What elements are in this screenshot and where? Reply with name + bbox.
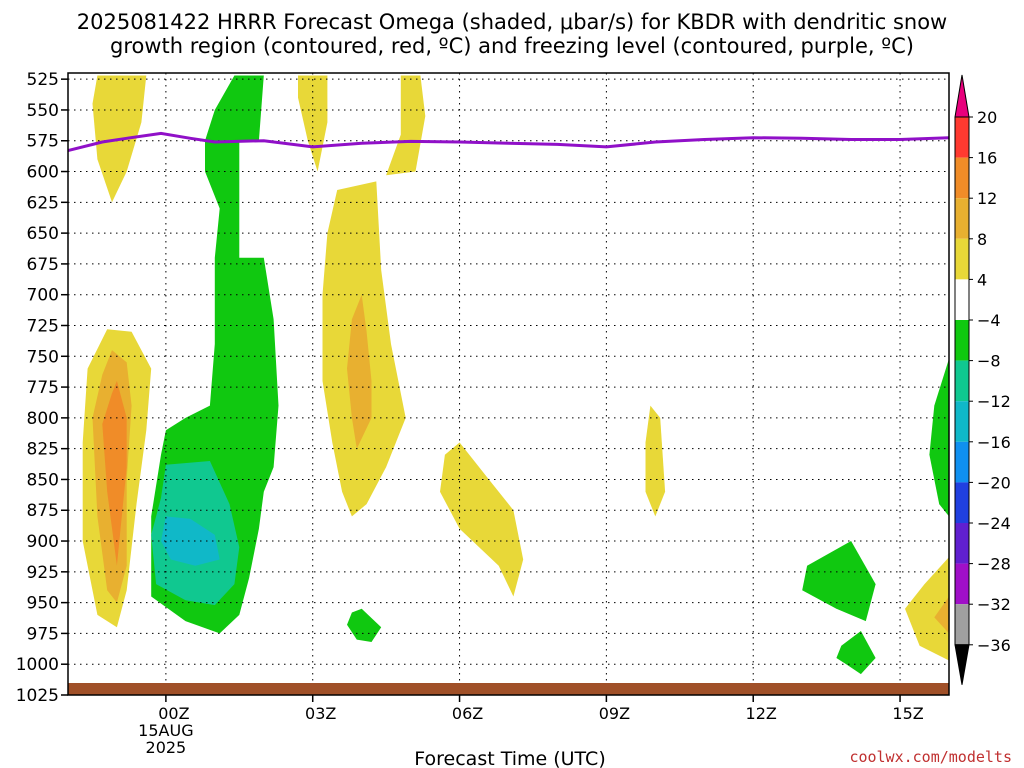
y-tick-label: 700 [27, 286, 59, 306]
y-tick-label: 800 [27, 409, 59, 429]
x-tick-label: 15Z [892, 704, 923, 723]
y-tick-label: 850 [27, 470, 59, 490]
colorbar-band [955, 401, 969, 442]
omega-region-17 [905, 557, 949, 661]
omega-region-18 [934, 596, 949, 634]
colorbar-label: −36 [977, 636, 1011, 655]
colorbar-band [955, 238, 969, 280]
x-tick-label: 03Z [305, 704, 336, 723]
y-tick-label: 650 [27, 224, 59, 244]
colorbar-band [955, 441, 969, 483]
x-tick-label: 09Z [599, 704, 630, 723]
colorbar-label: −28 [977, 555, 1011, 574]
y-tick-label: 925 [27, 563, 59, 583]
colorbar-band [955, 279, 969, 320]
colorbar-band [955, 360, 969, 402]
colorbar-band [955, 157, 969, 199]
colorbar-label: −32 [977, 595, 1011, 614]
colorbar-label: −8 [977, 352, 1001, 371]
x-tick-label: 12Z [746, 704, 777, 723]
y-tick-label: 975 [27, 624, 59, 644]
omega-region-3 [161, 516, 220, 566]
credit-text: coolwx.com/modelts [849, 748, 1012, 766]
y-tick-label: 550 [27, 101, 59, 121]
y-tick-label: 525 [27, 70, 59, 90]
omega-region-15 [836, 631, 876, 675]
colorbar: 20 16 12 8 4 −4 −8 −12 −16 −20 −24 −28 −32 −36 [954, 74, 1011, 685]
colorbar-top-arrow [954, 74, 970, 118]
colorbar-label: −12 [977, 392, 1011, 411]
y-tick-label: 575 [27, 132, 59, 152]
chart-title-line-2: growth region (contoured, red, ºC) and f… [110, 34, 914, 58]
y-tick-label: 875 [27, 501, 59, 521]
y-tick-label: 725 [27, 316, 59, 336]
omega-regions [82, 75, 949, 675]
y-tick-label: 775 [27, 378, 59, 398]
y-tick-label: 825 [27, 440, 59, 460]
x-tick-year: 2025 [146, 738, 187, 757]
colorbar-band [955, 198, 969, 239]
y-tick-label: 625 [27, 193, 59, 213]
omega-region-13 [347, 608, 382, 642]
y-tick-label: 950 [27, 594, 59, 614]
colorbar-label: 4 [977, 270, 987, 289]
chart-title-line-1: 2025081422 HRRR Forecast Omega (shaded, … [77, 10, 947, 34]
x-axis-title: Forecast Time (UTC) [414, 748, 605, 768]
y-tick-label: 600 [27, 163, 59, 183]
colorbar-band [955, 604, 969, 645]
x-tick-label: 00Z [158, 704, 189, 723]
colorbar-band [955, 320, 969, 361]
y-axis: 525 550 575 600 625 650 675 700 725 750 775 800 825 8… [16, 70, 68, 706]
x-tick-label: 06Z [452, 704, 483, 723]
freezing-level-line [67, 131, 950, 153]
colorbar-band [955, 117, 969, 158]
colorbar-band [955, 563, 969, 605]
colorbar-label: −4 [977, 311, 1001, 330]
omega-region-7 [347, 294, 372, 449]
terrain-bar [68, 683, 949, 695]
x-tick-date: 15AUG [138, 721, 193, 740]
colorbar-label: 8 [977, 230, 987, 249]
colorbar-label: −16 [977, 433, 1011, 452]
colorbar-label: 20 [977, 108, 997, 127]
colorbar-band [955, 482, 969, 523]
colorbar-label: 12 [977, 189, 997, 208]
omega-region-16 [929, 358, 949, 517]
plot-border [67, 72, 950, 696]
colorbar-band [955, 523, 969, 564]
omega-region-10 [102, 380, 127, 566]
y-tick-label: 750 [27, 347, 59, 367]
omega-region-5 [386, 75, 426, 176]
colorbar-label: 16 [977, 149, 997, 168]
colorbar-label: −20 [977, 473, 1011, 492]
y-tick-label: 1025 [16, 686, 59, 706]
omega-region-14 [802, 541, 876, 622]
omega-region-11 [440, 442, 524, 597]
y-tick-label: 675 [27, 255, 59, 275]
omega-region-12 [645, 405, 666, 517]
y-tick-label: 900 [27, 532, 59, 552]
y-tick-label: 1000 [16, 655, 59, 675]
colorbar-label: −24 [977, 514, 1011, 533]
colorbar-bottom-arrow [954, 644, 970, 685]
